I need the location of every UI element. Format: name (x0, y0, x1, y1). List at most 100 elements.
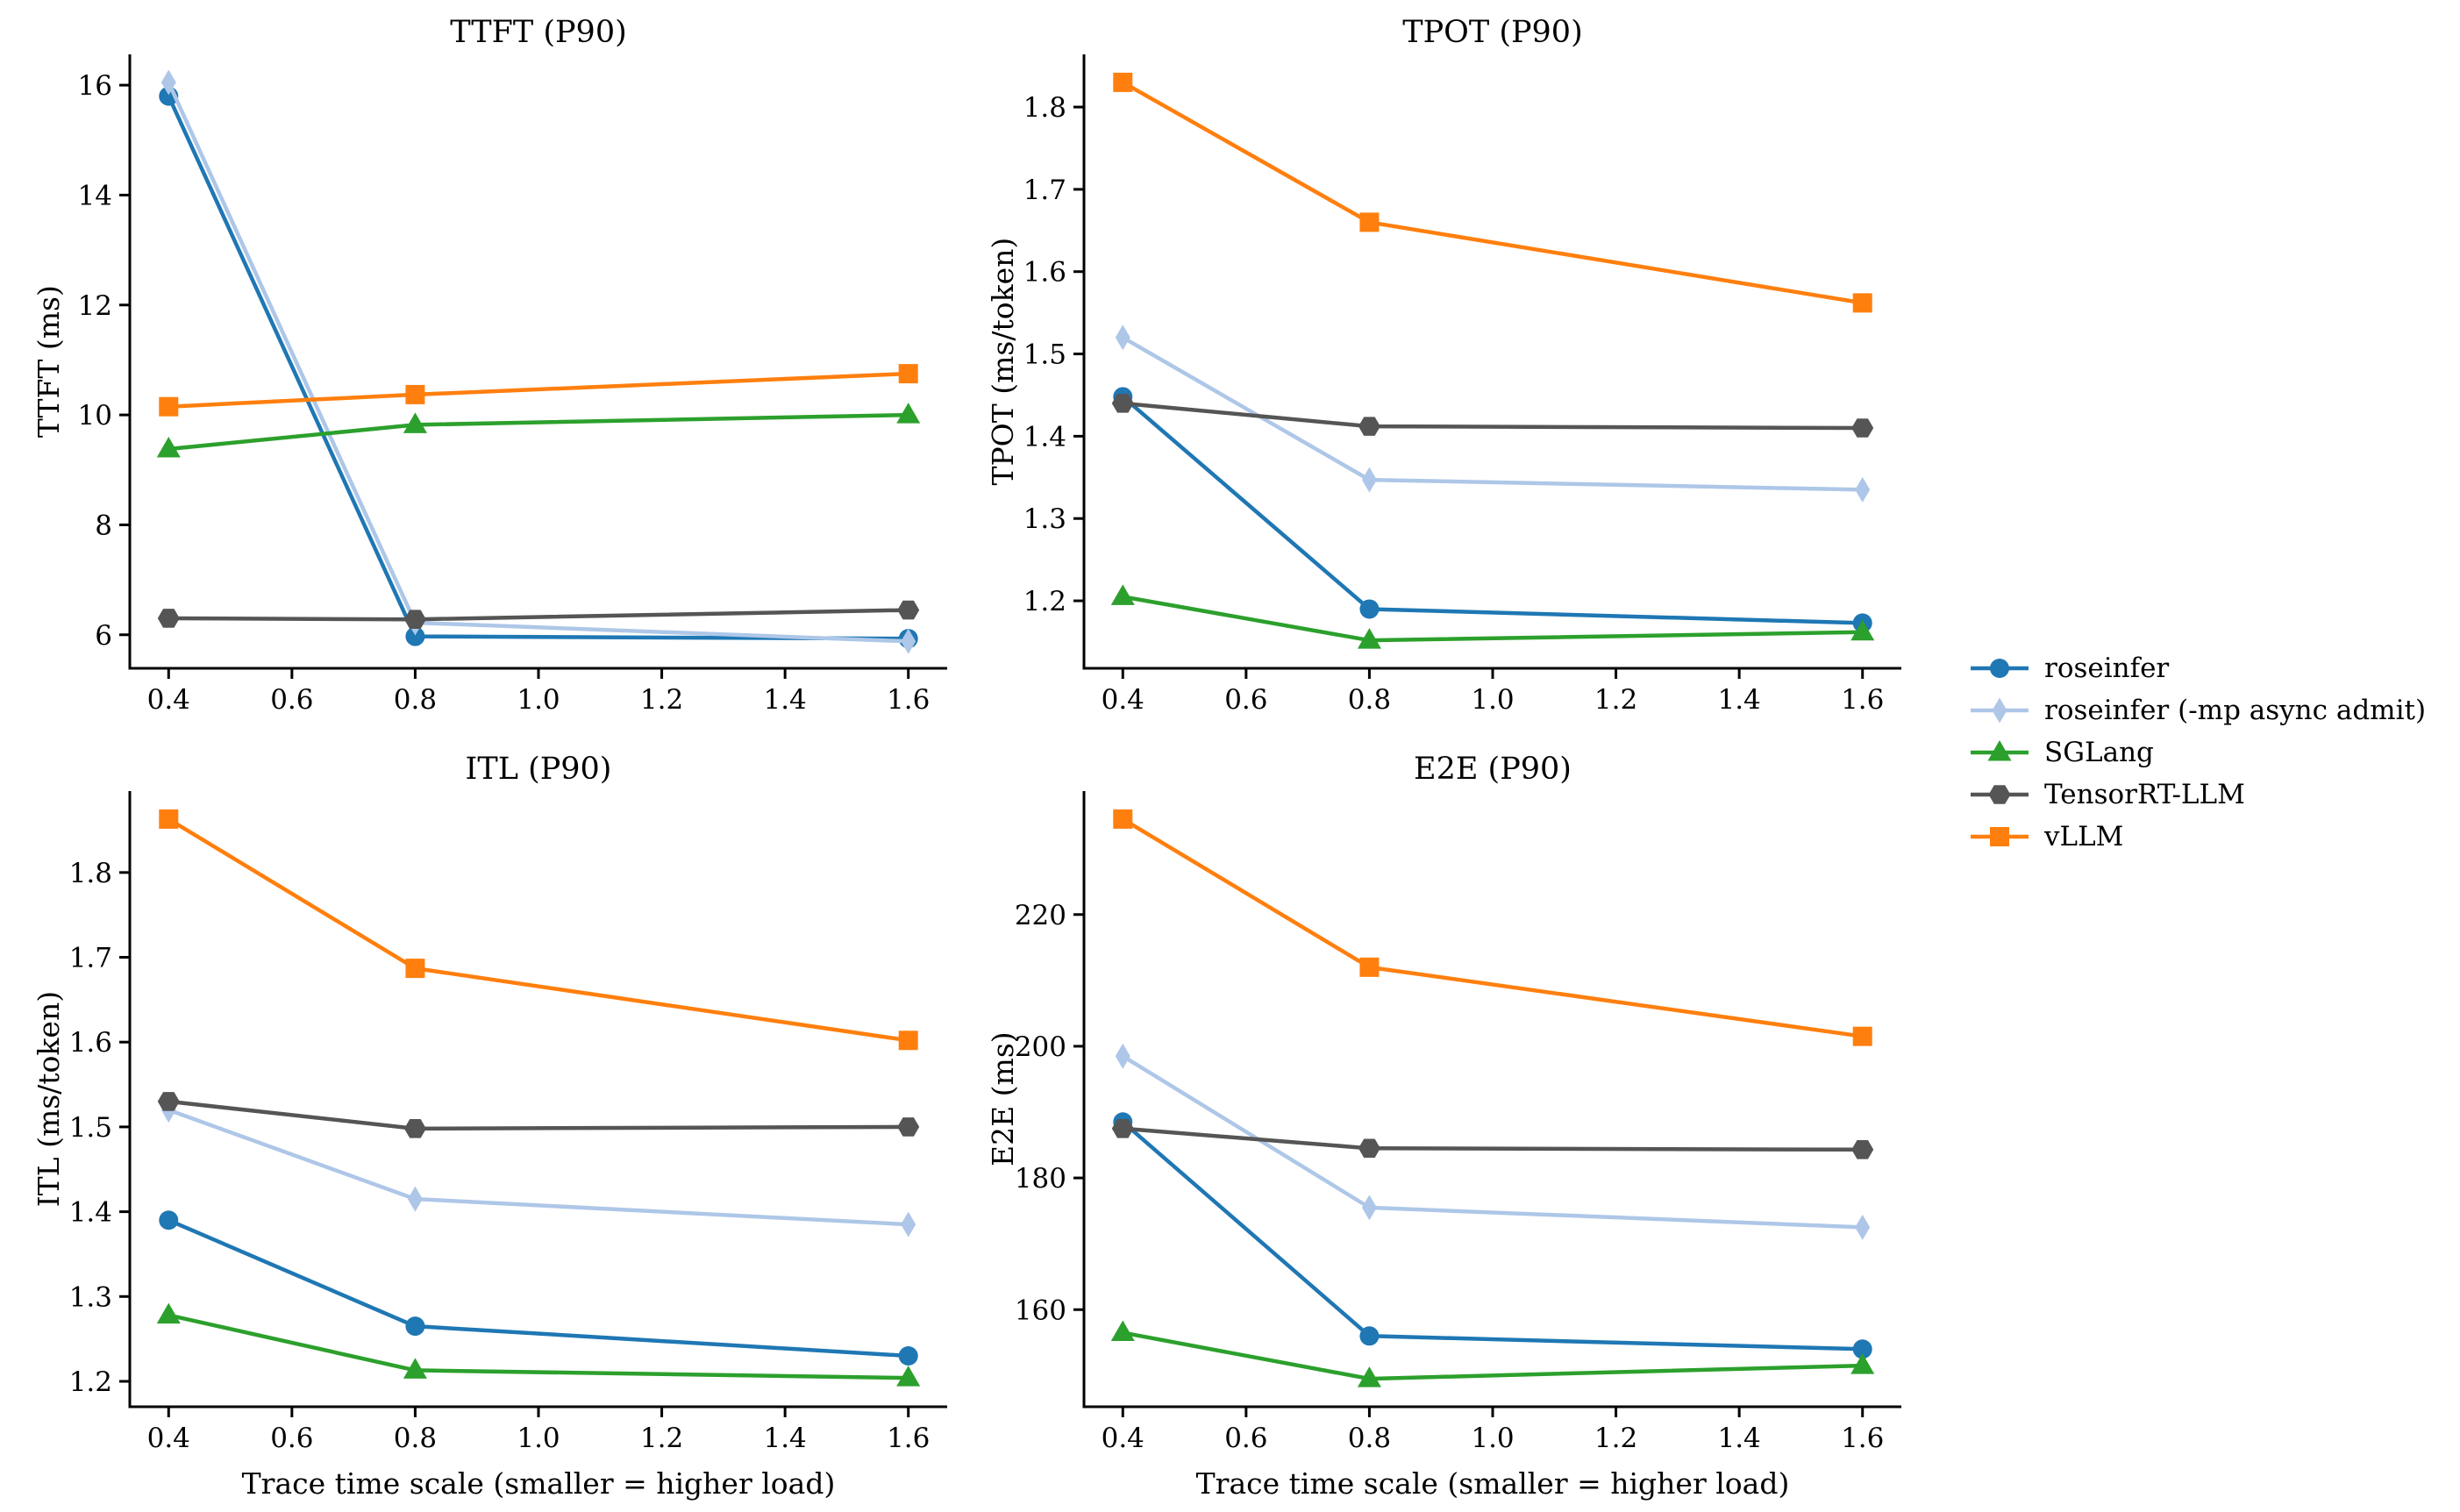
data-point-marker (898, 1031, 918, 1051)
plot-area: 0.4 0.6 0.8 1.0 1.2 1.4 1.6 1.2 1.3 1.4 1.5 1.6 1.7 1… (1023, 54, 1901, 716)
tick-marks (119, 83, 910, 679)
x-tick-label: 1.2 (1594, 1423, 1637, 1454)
series-sglang (156, 1302, 921, 1387)
series-line (167, 80, 910, 644)
data-point-marker (901, 1211, 916, 1237)
thin-diamond-marker-icon (1971, 697, 2029, 724)
plot-area: 0.4 0.6 0.8 1.0 1.2 1.4 1.6 160 180 200 220 (1015, 791, 1901, 1454)
x-tick-label: 1.2 (640, 684, 683, 716)
data-point-marker (157, 1092, 180, 1111)
legend-marker (1990, 827, 2009, 846)
chart-tpot-p90: TPOT (P90) TPOT (ms/token) 0.4 0.6 0.8 1.0 1… (980, 7, 1980, 731)
legend-item-roseinfer-mp-async-admit-: roseinfer (-mp async admit) (1969, 689, 2426, 731)
data-point-marker (157, 609, 180, 628)
y-tick-label: 6 (95, 620, 112, 652)
series-line (167, 371, 910, 409)
data-point-marker (1361, 1195, 1377, 1221)
y-tick-label: 180 (1015, 1163, 1066, 1195)
x-tick-label: 1.2 (640, 1423, 683, 1454)
series-vllm (159, 809, 918, 1051)
x-tick-label: 0.8 (1348, 684, 1391, 716)
data-point-marker (1358, 1138, 1380, 1159)
data-point-marker (1115, 325, 1130, 351)
tick-labels: 0.4 0.6 0.8 1.0 1.2 1.4 1.6 1.2 1.3 1.4 1.5 1.6 1.7 1… (69, 858, 931, 1454)
data-point-marker (159, 396, 179, 417)
legend: roseinfer roseinfer (-mp async admit) SGLa… (1969, 647, 2426, 858)
data-point-marker (1850, 1353, 1875, 1374)
chart-title: ITL (P90) (465, 752, 612, 787)
series-tensorrt-llm (1111, 1118, 1874, 1159)
y-tick-label: 8 (95, 510, 112, 541)
data-point-marker (159, 809, 179, 829)
hexagon-marker-icon (1971, 785, 2029, 804)
legend-item-sglang: SGLang (1969, 731, 2426, 774)
legend-label: vLLM (2044, 821, 2124, 852)
data-point-marker (1855, 476, 1871, 503)
series-line (167, 1218, 910, 1359)
y-tick-label: 1.5 (69, 1112, 112, 1144)
series-roseinfer-mp-async-admit- (160, 69, 916, 654)
y-tick-label: 10 (78, 400, 112, 431)
axes-spines (128, 791, 947, 1409)
y-tick-label: 1.3 (69, 1281, 112, 1313)
chart-title: E2E (P90) (1414, 752, 1572, 787)
series-line (167, 817, 910, 1043)
y-tick-label: 1.8 (69, 858, 112, 889)
x-tick-label: 0.6 (1224, 1423, 1267, 1454)
data-point-marker (156, 1302, 181, 1324)
data-point-marker (405, 384, 425, 404)
series-vllm (1113, 809, 1872, 1046)
data-point-marker (901, 628, 916, 654)
x-tick-label: 1.0 (1471, 684, 1514, 716)
x-tick-label: 1.0 (517, 1423, 560, 1454)
x-tick-label: 0.6 (270, 684, 313, 716)
x-tick-label: 1.0 (517, 684, 560, 716)
y-tick-label: 1.2 (69, 1366, 112, 1398)
square-marker-icon (1971, 827, 2029, 846)
chart-title: TTFT (P90) (450, 15, 627, 50)
data-point-marker (156, 436, 181, 458)
series-tensorrt-llm (157, 600, 920, 630)
axes-spines (1082, 54, 1901, 670)
data-point-marker (1359, 957, 1380, 977)
x-tick-label: 1.6 (1841, 1423, 1884, 1454)
series-roseinfer (159, 86, 918, 649)
data-point-marker (403, 1119, 426, 1138)
x-tick-label: 0.8 (394, 684, 437, 716)
tick-labels: 0.4 0.6 0.8 1.0 1.2 1.4 1.6 1.2 1.3 1.4 1.5 1.6 1.7 1… (1023, 92, 1885, 716)
x-tick-label: 1.4 (1717, 1423, 1760, 1454)
series-line (167, 1099, 910, 1131)
data-point-marker (1851, 1140, 1874, 1159)
x-axis-label: Trace time scale (smaller = higher load) (241, 1466, 836, 1501)
data-point-marker (1852, 1026, 1872, 1046)
y-tick-label: 1.7 (69, 943, 112, 974)
chart-itl-p90: ITL (P90) ITL (ms/token) 0.4 0.6 0.8 1.0 1.2… (26, 747, 1026, 1512)
y-tick-label: 1.6 (1023, 257, 1066, 289)
legend-label: SGLang (2044, 737, 2154, 768)
y-tick-label: 1.5 (1023, 339, 1066, 371)
series-line (1121, 401, 1865, 431)
legend-label: roseinfer (2044, 653, 2170, 684)
x-tick-label: 0.8 (1348, 1423, 1391, 1454)
y-tick-label: 220 (1015, 900, 1066, 931)
legend-marker (1988, 785, 2011, 804)
chart-ttft-p90: TTFT (P90) TTFT (ms) 0.4 0.6 0.8 1.0 1.2 1.4 1… (26, 7, 1026, 731)
series-vllm (1113, 72, 1872, 313)
plot-area: 0.4 0.6 0.8 1.0 1.2 1.4 1.6 1.2 1.3 1.4 1.5 1.6 1.7 1… (69, 791, 947, 1454)
x-tick-label: 1.4 (763, 1423, 806, 1454)
data-point-marker (1850, 619, 1875, 641)
tick-labels: 0.4 0.6 0.8 1.0 1.2 1.4 1.6 6 8 10 12 14 16 (78, 70, 931, 716)
series-line (1121, 395, 1865, 625)
series-line (167, 1313, 910, 1380)
data-point-marker (1110, 584, 1135, 605)
data-point-marker (898, 364, 918, 384)
series-line (1121, 80, 1865, 305)
series-line (167, 94, 910, 641)
y-tick-label: 1.7 (1023, 175, 1066, 206)
y-tick-label: 14 (78, 180, 112, 211)
data-point-marker (403, 412, 427, 433)
series-line (167, 412, 910, 452)
tick-marks (1073, 913, 1865, 1417)
data-point-marker (1359, 599, 1380, 619)
